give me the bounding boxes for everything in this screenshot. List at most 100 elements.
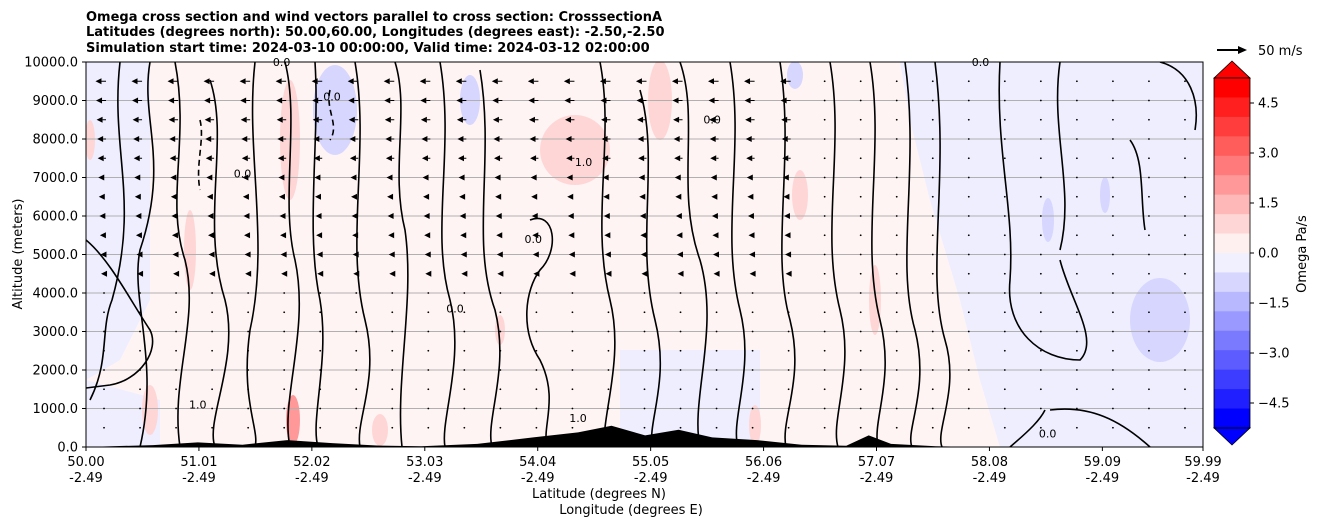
wind-vector: [167, 78, 174, 85]
wind-vector: [823, 407, 826, 410]
wind-vector: [967, 311, 970, 314]
contour-line: [679, 62, 708, 447]
wind-vector: [313, 155, 320, 162]
wind-vector: [103, 330, 105, 333]
x-tick-label-latitude: 57.07: [858, 455, 895, 470]
wind-vector: [571, 388, 574, 391]
wind-vector: [96, 116, 103, 123]
wind-vector: [242, 174, 249, 181]
wind-vector: [1075, 426, 1078, 429]
wind-vector: [859, 369, 862, 371]
wind-vector: [103, 407, 105, 410]
y-tick-label: 1000.0: [33, 402, 79, 417]
wind-vector: [1184, 349, 1186, 352]
wind-vector: [132, 97, 139, 104]
wind-vector: [455, 78, 462, 85]
wind-vector: [637, 116, 644, 123]
y-tick-label: 2000.0: [33, 364, 79, 379]
wind-vector: [278, 193, 285, 200]
wind-vector: [1075, 80, 1078, 83]
wind-vector: [1184, 118, 1186, 121]
wind-vector: [355, 407, 358, 410]
wind-vector: [711, 213, 718, 219]
wind-vector: [240, 97, 247, 104]
wind-vector: [97, 136, 104, 142]
wind-vector: [673, 116, 680, 123]
wind-vector: [744, 78, 751, 85]
wind-vector: [747, 213, 754, 219]
wind-vector: [391, 369, 394, 371]
omega-region-positive-10: [86, 120, 95, 160]
omega-region-negative-4: [620, 350, 760, 440]
wind-vector: [1112, 272, 1114, 275]
contour-line: [1129, 139, 1146, 231]
wind-vector: [1112, 407, 1114, 410]
wind-vector: [355, 311, 358, 314]
colorbar-segment: [1214, 155, 1250, 176]
wind-vector: [709, 116, 716, 123]
wind-vector: [571, 349, 574, 352]
wind-vector: [823, 157, 826, 160]
wind-vector: [247, 349, 250, 352]
wind-vector: [823, 253, 826, 256]
chart-title-line-2: Latitudes (degrees north): 50.00,60.00, …: [86, 25, 665, 40]
wind-vector: [1075, 195, 1078, 198]
wind-vector: [100, 251, 107, 258]
wind-vector: [931, 426, 934, 429]
wind-vector: [787, 426, 790, 429]
wind-vector: [139, 369, 141, 371]
wind-vector: [967, 349, 970, 352]
wind-vector: [205, 155, 212, 162]
wind-vector: [859, 407, 862, 410]
wind-vector: [103, 426, 105, 429]
wind-vector: [499, 330, 502, 333]
wind-vector: [205, 136, 212, 142]
wind-vector: [967, 407, 970, 410]
wind-vector: [1003, 157, 1006, 160]
wind-vector: [535, 407, 538, 410]
colorbar: 4.5 3.0 1.5 0.0 −1.5 −3.0 −4.5: [1212, 60, 1290, 446]
wind-vector: [679, 388, 682, 391]
wind-vector: [708, 78, 715, 85]
y-tick-label: 7000.0: [33, 171, 79, 186]
y-axis: 0.0 1000.0 2000.0 3000.0 4000.0 5000.0 6000.0 7…: [24, 56, 86, 456]
wind-vector: [1148, 215, 1150, 217]
wind-vector: [1039, 426, 1042, 429]
wind-vector: [139, 292, 141, 294]
wind-vector: [421, 136, 428, 142]
wind-vector: [931, 176, 934, 179]
wind-vector: [1075, 407, 1078, 410]
wind-vector: [319, 292, 322, 294]
x-tick-label-longitude: -2.49: [1186, 471, 1220, 486]
wind-vector: [1112, 369, 1114, 371]
wind-vector: [1003, 176, 1006, 179]
wind-vector: [679, 369, 682, 371]
omega-region-negative-10: [1100, 177, 1110, 213]
wind-vector: [383, 78, 390, 85]
contour-label: 1.0: [575, 156, 593, 169]
wind-vector: [675, 193, 682, 200]
wind-vector: [859, 311, 862, 314]
wind-vector: [495, 213, 502, 219]
colorbar-tick-label: 0.0: [1258, 247, 1279, 262]
wind-vector: [243, 213, 250, 219]
wind-vector: [967, 99, 970, 102]
wind-vector: [1003, 407, 1006, 410]
wind-vector: [276, 116, 283, 123]
wind-vector: [535, 426, 538, 429]
contour-line: [1159, 62, 1197, 131]
wind-vector: [1003, 195, 1006, 198]
contour-line: [86, 239, 154, 389]
wind-vector: [279, 213, 286, 219]
wind-vector: [643, 311, 646, 314]
contour-label: 1.0: [569, 412, 587, 425]
wind-vector: [967, 426, 970, 429]
x-tick-label-latitude: 55.05: [632, 455, 669, 470]
wind-vector: [639, 213, 646, 219]
wind-vector: [746, 174, 753, 181]
colorbar-segment: [1214, 175, 1250, 196]
wind-vector: [931, 253, 934, 256]
contour-line: [998, 62, 1088, 361]
x-tick-label-longitude: -2.49: [295, 471, 329, 486]
x-tick-label-longitude: -2.49: [182, 471, 216, 486]
